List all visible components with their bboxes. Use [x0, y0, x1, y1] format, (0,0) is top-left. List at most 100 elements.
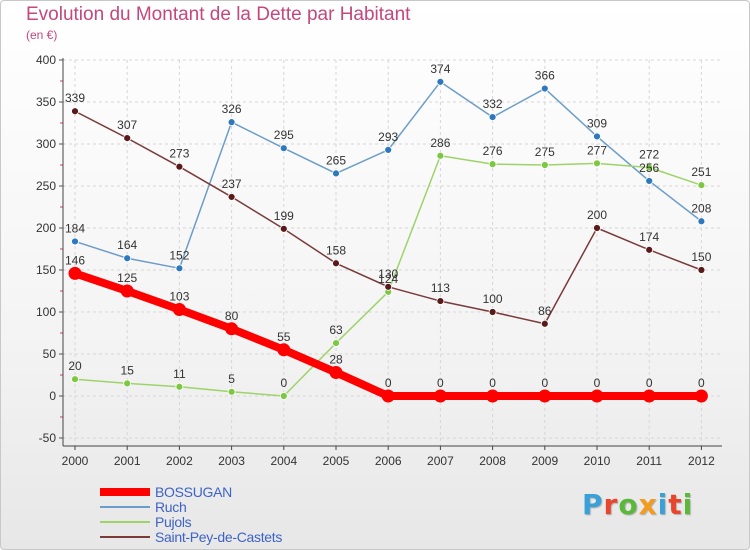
x-tick-label: 2005 — [323, 454, 350, 468]
data-point — [645, 245, 654, 254]
data-label: 86 — [538, 304, 552, 318]
legend-label: Ruch — [155, 499, 187, 515]
data-label: 5 — [228, 372, 235, 386]
x-tick-label: 2003 — [218, 454, 245, 468]
data-label: 326 — [222, 102, 242, 116]
logo-letter: P — [582, 488, 604, 521]
data-point — [540, 319, 549, 328]
data-point — [71, 107, 79, 116]
y-tick-label: 350 — [36, 95, 56, 109]
legend-swatch — [100, 536, 150, 538]
y-tick-label: 250 — [36, 179, 56, 193]
data-label: 251 — [691, 165, 711, 179]
logo-letter: o — [618, 488, 639, 521]
data-point — [175, 382, 184, 391]
data-point — [71, 237, 79, 246]
data-label: 200 — [587, 208, 607, 222]
y-tick-label: 150 — [36, 263, 56, 277]
data-point — [697, 181, 706, 190]
data-point — [488, 113, 497, 122]
data-point — [384, 145, 393, 154]
data-label: 286 — [430, 136, 450, 150]
data-label: 295 — [274, 128, 294, 142]
x-tick-label: 2012 — [688, 454, 715, 468]
logo-letter: i — [657, 488, 669, 521]
data-label: 158 — [326, 243, 346, 257]
logo-letter: t — [668, 488, 683, 521]
data-point — [645, 177, 654, 185]
legend-label: BOSSUGAN — [155, 484, 232, 500]
data-label: 307 — [117, 118, 137, 132]
logo-letter: x — [638, 488, 658, 521]
data-point — [279, 392, 288, 400]
data-point — [436, 297, 445, 305]
data-point — [279, 144, 288, 153]
data-label: 164 — [117, 238, 137, 252]
data-label: 100 — [483, 292, 503, 306]
data-point — [381, 389, 395, 403]
x-tick-label: 2000 — [62, 454, 89, 468]
data-point — [225, 322, 239, 336]
data-point — [175, 162, 184, 171]
data-point — [123, 379, 132, 388]
data-label: 184 — [65, 221, 85, 235]
data-label: 0 — [541, 376, 548, 390]
data-label: 0 — [489, 376, 496, 390]
data-label: 0 — [594, 376, 601, 390]
data-label: 273 — [169, 147, 189, 161]
y-tick-label: -50 — [39, 431, 57, 445]
data-point — [645, 163, 654, 172]
data-label: 55 — [277, 330, 291, 344]
data-label: 152 — [169, 248, 189, 262]
data-point — [277, 343, 291, 357]
data-label: 237 — [222, 177, 242, 191]
data-point — [384, 282, 393, 291]
data-label: 146 — [65, 253, 85, 267]
data-label: 113 — [431, 281, 450, 295]
data-label: 80 — [225, 309, 239, 323]
data-point — [488, 160, 497, 169]
data-label: 256 — [639, 161, 659, 175]
legend-swatch — [100, 506, 150, 508]
data-point — [227, 193, 236, 201]
x-tick-label: 2007 — [427, 454, 454, 468]
data-point — [227, 387, 236, 396]
x-tick-label: 2009 — [531, 454, 558, 468]
y-tick-label: 50 — [43, 347, 57, 361]
data-point — [538, 389, 552, 403]
data-label: 275 — [535, 145, 555, 159]
data-label: 150 — [691, 250, 711, 264]
data-point — [68, 266, 82, 280]
y-tick-label: 400 — [36, 53, 56, 67]
x-tick-label: 2008 — [479, 454, 506, 468]
y-tick-label: 100 — [36, 305, 56, 319]
data-point — [593, 132, 601, 141]
data-point — [642, 389, 656, 403]
data-point — [593, 159, 601, 168]
data-point — [540, 84, 549, 93]
data-label: 272 — [639, 148, 659, 162]
data-point — [332, 339, 340, 347]
data-label: 103 — [169, 289, 189, 303]
data-point — [488, 308, 497, 316]
data-point — [175, 264, 184, 273]
data-label: 15 — [121, 363, 135, 377]
data-point — [71, 375, 79, 384]
data-point — [227, 118, 236, 127]
data-point — [697, 217, 706, 226]
y-tick-label: 200 — [36, 221, 56, 235]
data-label: 130 — [378, 267, 398, 281]
data-label: 124 — [378, 272, 398, 286]
data-point — [436, 151, 445, 160]
data-point — [486, 389, 500, 403]
data-label: 339 — [65, 91, 85, 105]
data-label: 125 — [117, 271, 137, 285]
logo-letter: r — [603, 488, 619, 521]
data-point — [123, 134, 132, 143]
data-label: 174 — [639, 230, 659, 244]
chart-title: Evolution du Montant de la Dette par Hab… — [26, 4, 411, 25]
logo-letter: i — [682, 488, 694, 521]
data-label: 11 — [173, 367, 186, 381]
